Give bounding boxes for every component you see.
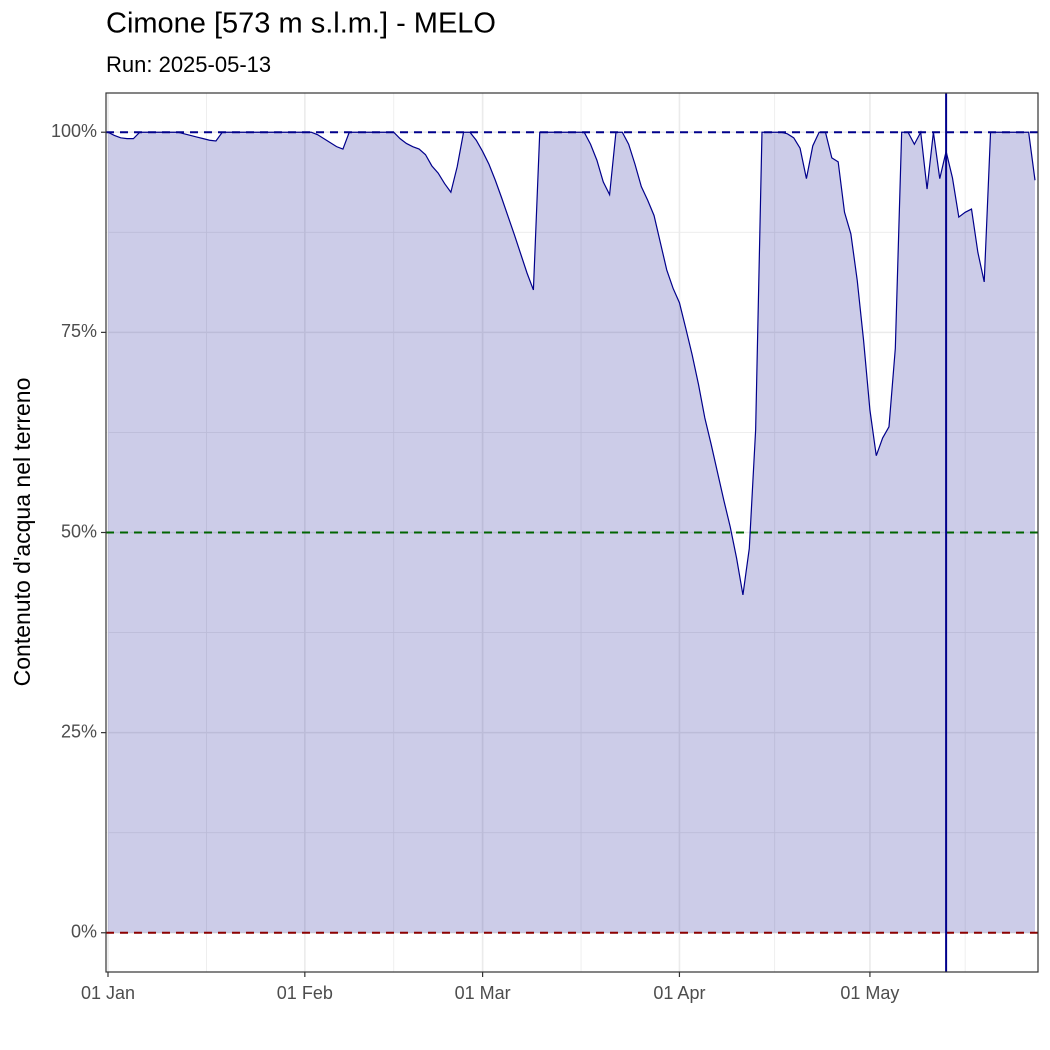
y-tick-label: 0%: [71, 922, 97, 942]
y-tick-label: 50%: [61, 521, 97, 541]
x-tick-label: 01 Feb: [277, 983, 333, 1003]
x-tick-label: 01 Mar: [455, 983, 511, 1003]
y-tick-label: 75%: [61, 321, 97, 341]
line: [107, 130, 1036, 596]
y-tick-label: 25%: [61, 721, 97, 741]
chart-subtitle: Run: 2025-05-13: [106, 52, 271, 77]
chart-title: Cimone [573 m s.l.m.] - MELO: [106, 8, 496, 40]
x-tick-label: 01 Apr: [653, 983, 705, 1003]
x-tick-label: 01 Jan: [81, 983, 135, 1003]
x-tick-label: 01 May: [840, 983, 899, 1003]
y-tick-label: 100%: [51, 121, 97, 141]
y-axis-title: Contenuto d'acqua nel terreno: [9, 378, 35, 687]
